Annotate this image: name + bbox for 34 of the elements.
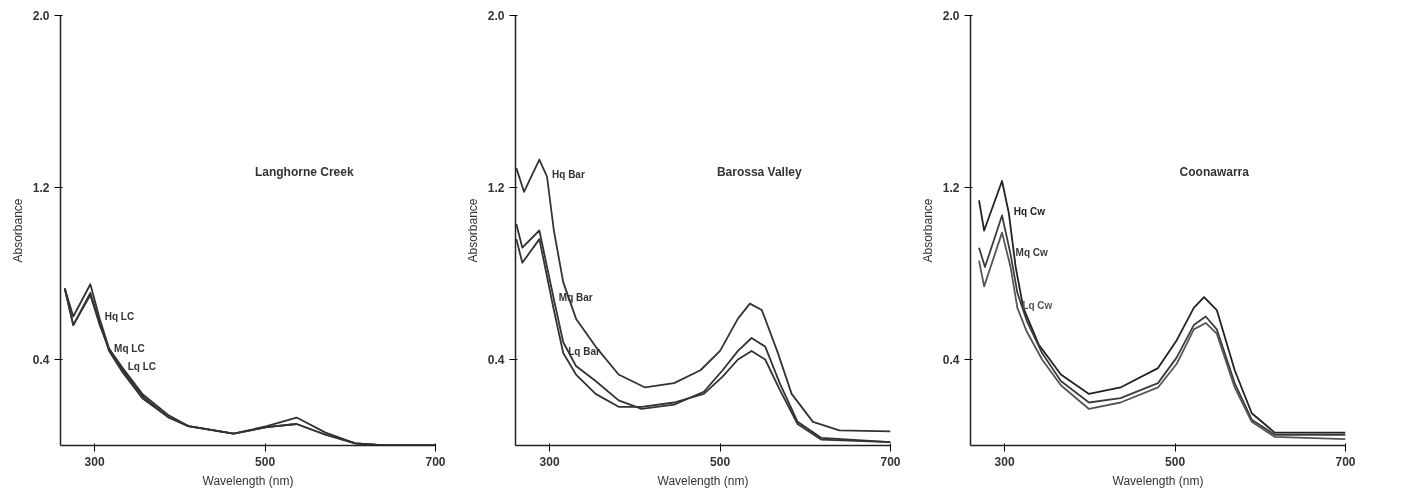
y-axis-title: Absorbance <box>10 198 25 263</box>
y-axis-title: Absorbance <box>465 198 480 263</box>
y-tick-label: 0.4 <box>942 353 960 367</box>
x-axis-title: Wavelength (nm) <box>657 473 749 488</box>
y-tick-label: 2.0 <box>487 9 505 23</box>
series-label: Lq LC <box>127 360 157 372</box>
x-tick-label: 300 <box>539 454 560 469</box>
y-tick-label: 2.0 <box>32 9 50 23</box>
text: Langhorne Creek <box>254 164 354 179</box>
x-tick-label: 300 <box>84 454 105 469</box>
series-label: Mq Cw <box>1015 246 1048 258</box>
x-tick-label: 700 <box>880 454 901 469</box>
y-tick-label: 0.4 <box>32 353 50 367</box>
y-tick-label: 1.2 <box>942 181 960 195</box>
x-tick-label: 500 <box>255 454 276 469</box>
y-tick-label: 0.4 <box>487 353 505 367</box>
y-tick-label: 2.0 <box>942 9 960 23</box>
x-axis-title: Wavelength (nm) <box>202 473 294 488</box>
series-label: Lq Cw <box>1022 300 1053 312</box>
x-tick-label: 500 <box>710 454 731 469</box>
text: Barossa Valley <box>716 164 802 179</box>
series-label: Hq LC <box>104 311 135 323</box>
x-tick-label: 300 <box>994 454 1015 469</box>
series-label: Mq LC <box>114 343 145 355</box>
y-tick-label: 1.2 <box>487 181 505 195</box>
x-axis-title: Wavelength (nm) <box>1112 473 1204 488</box>
x-tick-label: 700 <box>425 454 446 469</box>
text: Coonawarra <box>1179 164 1250 179</box>
series-label: Hq Bar <box>552 169 585 181</box>
y-axis-title: Absorbance <box>920 198 935 263</box>
y-tick-label: 1.2 <box>32 181 50 195</box>
series-label: Hq Cw <box>1013 205 1046 217</box>
x-tick-label: 700 <box>1335 454 1356 469</box>
x-tick-label: 500 <box>1165 454 1186 469</box>
